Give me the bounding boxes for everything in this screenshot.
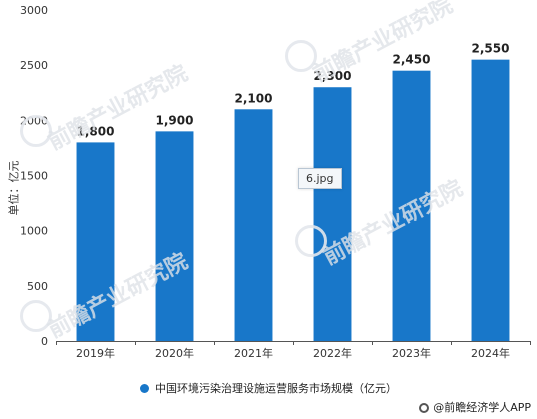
bar [155,131,194,341]
x-tick-label: 2020年 [155,346,194,360]
data-label: 1,900 [156,113,194,127]
x-tick-label: 2023年 [392,346,431,360]
y-tick-label: 0 [41,335,48,348]
watermark-logo-icon [285,40,317,72]
source-credit: @前瞻经济学人APP [419,399,531,415]
y-tick-label: 2500 [20,59,48,72]
x-tick-label: 2024年 [471,346,510,360]
bar [471,59,510,342]
y-tick-label: 500 [27,280,48,293]
x-tick-label: 2019年 [76,346,115,360]
y-tick-label: 3000 [20,4,48,17]
data-label: 1,800 [77,124,115,138]
x-tick-label: 2021年 [234,346,273,360]
bar [234,109,273,341]
watermark-logo-icon [20,300,52,332]
source-text: @前瞻经济学人APP [433,401,531,414]
data-label: 2,550 [472,42,510,56]
legend: 中国环境污染治理设施运营服务市场规模（亿元） [0,380,537,396]
bar [76,142,115,341]
y-tick-label: 1500 [20,170,48,183]
legend-label: 中国环境污染治理设施运营服务市场规模（亿元） [155,382,397,395]
source-logo-icon [419,403,430,413]
y-axis-label: 单位：亿元 [7,160,21,216]
legend-swatch [140,384,149,393]
bar-series [76,59,510,342]
data-label: 2,100 [235,91,273,105]
bar [392,70,431,341]
image-tooltip: 6.jpg [298,168,342,189]
data-label: 2,300 [314,69,352,83]
bar [313,87,352,341]
watermark-logo-icon [20,115,52,147]
watermark-logo-icon [295,225,327,257]
data-labels: 1,800 1,900 2,100 2,300 2,450 2,550 [77,42,510,139]
data-label: 2,450 [393,53,431,67]
y-tick-label: 1000 [20,225,48,238]
x-tick-label: 2022年 [313,346,352,360]
